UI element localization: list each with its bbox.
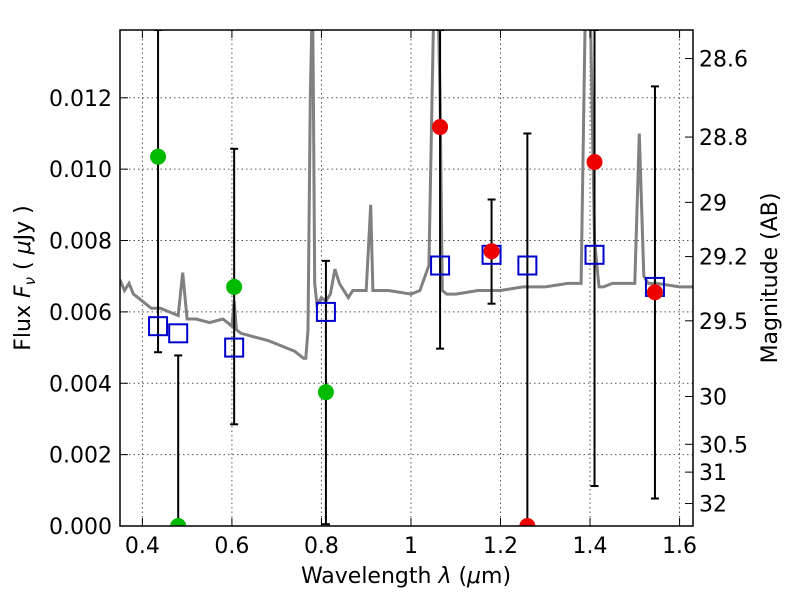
model-square [315,301,336,322]
y2-axis-title: Magnitude (AB) [758,193,783,364]
y-axis-title: Flux Fν ( μJy ) [11,205,39,350]
plot-frame [119,29,694,527]
model-square [517,255,538,276]
grid-lines [120,30,693,527]
x-tick-label: 0.6 [214,534,249,559]
y2-tick-label: 29 [699,191,727,216]
observed-point-green [226,278,243,295]
y2-tick-label: 32 [699,493,727,518]
plot-area [120,30,693,526]
observed-point-red [646,284,663,301]
x-tick-label: 1.6 [662,534,697,559]
observed-point-red [519,518,536,526]
model-square [224,337,245,358]
y2-tick-label: 30 [699,385,727,410]
y2-tick-label: 28.8 [699,126,748,151]
observed-point-green [317,384,334,401]
y2-tick-label: 28.6 [699,48,748,73]
model-square [584,244,605,265]
y2-tick-label: 31 [699,461,727,486]
y-tick-label: 0.004 [49,372,112,397]
observed-point-red [432,119,449,136]
observed-point-red [586,154,603,171]
model-square [168,323,189,344]
model-square [148,316,169,337]
x-tick-label: 0.8 [304,534,339,559]
observed-point-green [150,148,167,165]
sed-template-line [120,30,693,360]
y2-tick-label: 29.2 [699,246,748,271]
y-tick-label: 0.002 [49,444,112,469]
y-tick-label: 0.000 [49,515,112,540]
y-tick-label: 0.008 [49,230,112,255]
x-tick-label: 0.4 [125,534,160,559]
x-tick-label: 1.2 [483,534,518,559]
y2-tick-label: 29.5 [699,310,748,335]
y-tick-label: 0.006 [49,301,112,326]
x-axis-title: Wavelength λ (μm) [301,564,511,589]
y-tick-label: 0.012 [49,87,112,112]
observed-markers [150,119,663,526]
y-tick-label: 0.010 [49,158,112,183]
axis-ticks [120,30,693,527]
observed-point-red [483,243,500,260]
model-markers [148,244,665,358]
observed-point-green [170,518,187,526]
model-square [430,255,451,276]
x-tick-label: 1.4 [573,534,608,559]
tick-labels: 0.4 0.6 0.8 1 1.2 1.4 1.6 0.000 0.002 0.004 0.006 0… [49,48,748,559]
y2-tick-label: 30.5 [699,433,748,458]
x-tick-label: 1 [404,534,418,559]
